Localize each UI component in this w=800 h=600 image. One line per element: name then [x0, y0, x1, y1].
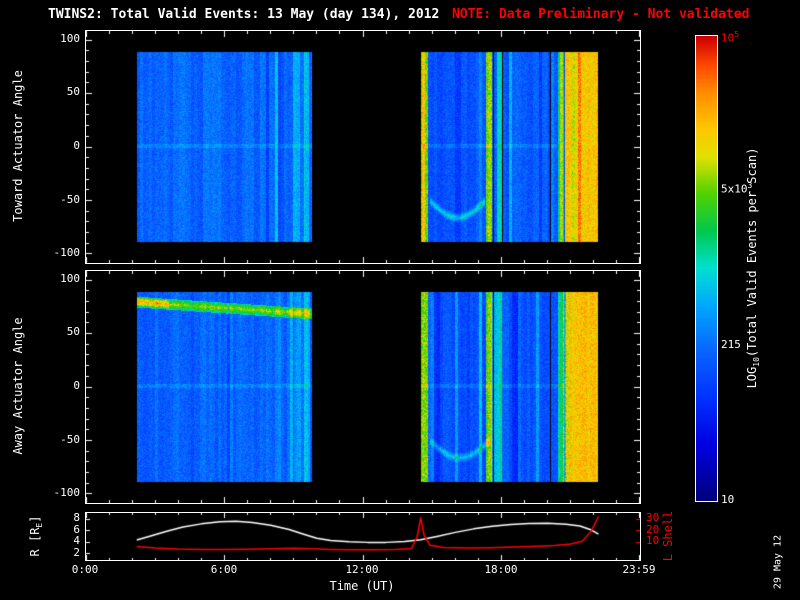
colorbar-tick-label: 105 [721, 30, 740, 45]
y-tick-label: -100 [53, 486, 81, 499]
preliminary-note: NOTE: Data Preliminary - Not validated [452, 7, 750, 22]
lshell-axis-title: L Shell [661, 510, 675, 562]
colorbar-canvas [695, 35, 718, 502]
x-tick-label: 23:59 [622, 563, 656, 576]
date-stamp: 29 May 12 [772, 534, 784, 590]
ephemeris-line-canvas [85, 512, 641, 561]
x-tick-label: 0:00 [71, 563, 99, 576]
x-axis-title: Time (UT) [329, 579, 395, 593]
colorbar-tick-label: 215 [721, 338, 741, 351]
y-tick-label: -50 [60, 193, 80, 206]
colorbar-title-sub: 10 [752, 357, 762, 367]
y-tick-label: 50 [66, 325, 80, 338]
r-tick-label: 8 [73, 511, 80, 524]
l-tick-label: 30 [646, 511, 660, 524]
toward-spectrogram-canvas [85, 30, 641, 264]
r-tick-label: 6 [73, 523, 80, 536]
y-tick-label: 100 [60, 32, 80, 45]
away-y-axis-title: Away Actuator Angle [11, 317, 25, 455]
y-tick-label: -100 [53, 246, 81, 259]
l-tick-label: 20 [646, 523, 660, 536]
y-tick-label: 0 [73, 379, 80, 392]
l-tick-label: 10 [646, 534, 660, 547]
colorbar-title-rest: (Total Valid Events per Scan) [744, 147, 759, 358]
x-tick-label: 18:00 [484, 563, 518, 576]
plot-title: TWINS2: Total Valid Events: 13 May (day … [48, 7, 440, 22]
y-tick-label: -50 [60, 433, 80, 446]
colorbar-tick-label: 5x103 [721, 181, 753, 196]
x-tick-label: 6:00 [210, 563, 238, 576]
colorbar-title-prefix: LOG [744, 366, 759, 389]
r-tick-label: 2 [73, 546, 80, 559]
y-tick-label: 100 [60, 272, 80, 285]
y-tick-label: 0 [73, 139, 80, 152]
toward-y-axis-title: Toward Actuator Angle [11, 70, 25, 222]
colorbar-tick-label: 10 [721, 493, 735, 506]
y-tick-label: 50 [66, 85, 80, 98]
x-tick-label: 12:00 [345, 563, 379, 576]
away-spectrogram-canvas [85, 270, 641, 504]
r-tick-label: 4 [73, 534, 80, 547]
